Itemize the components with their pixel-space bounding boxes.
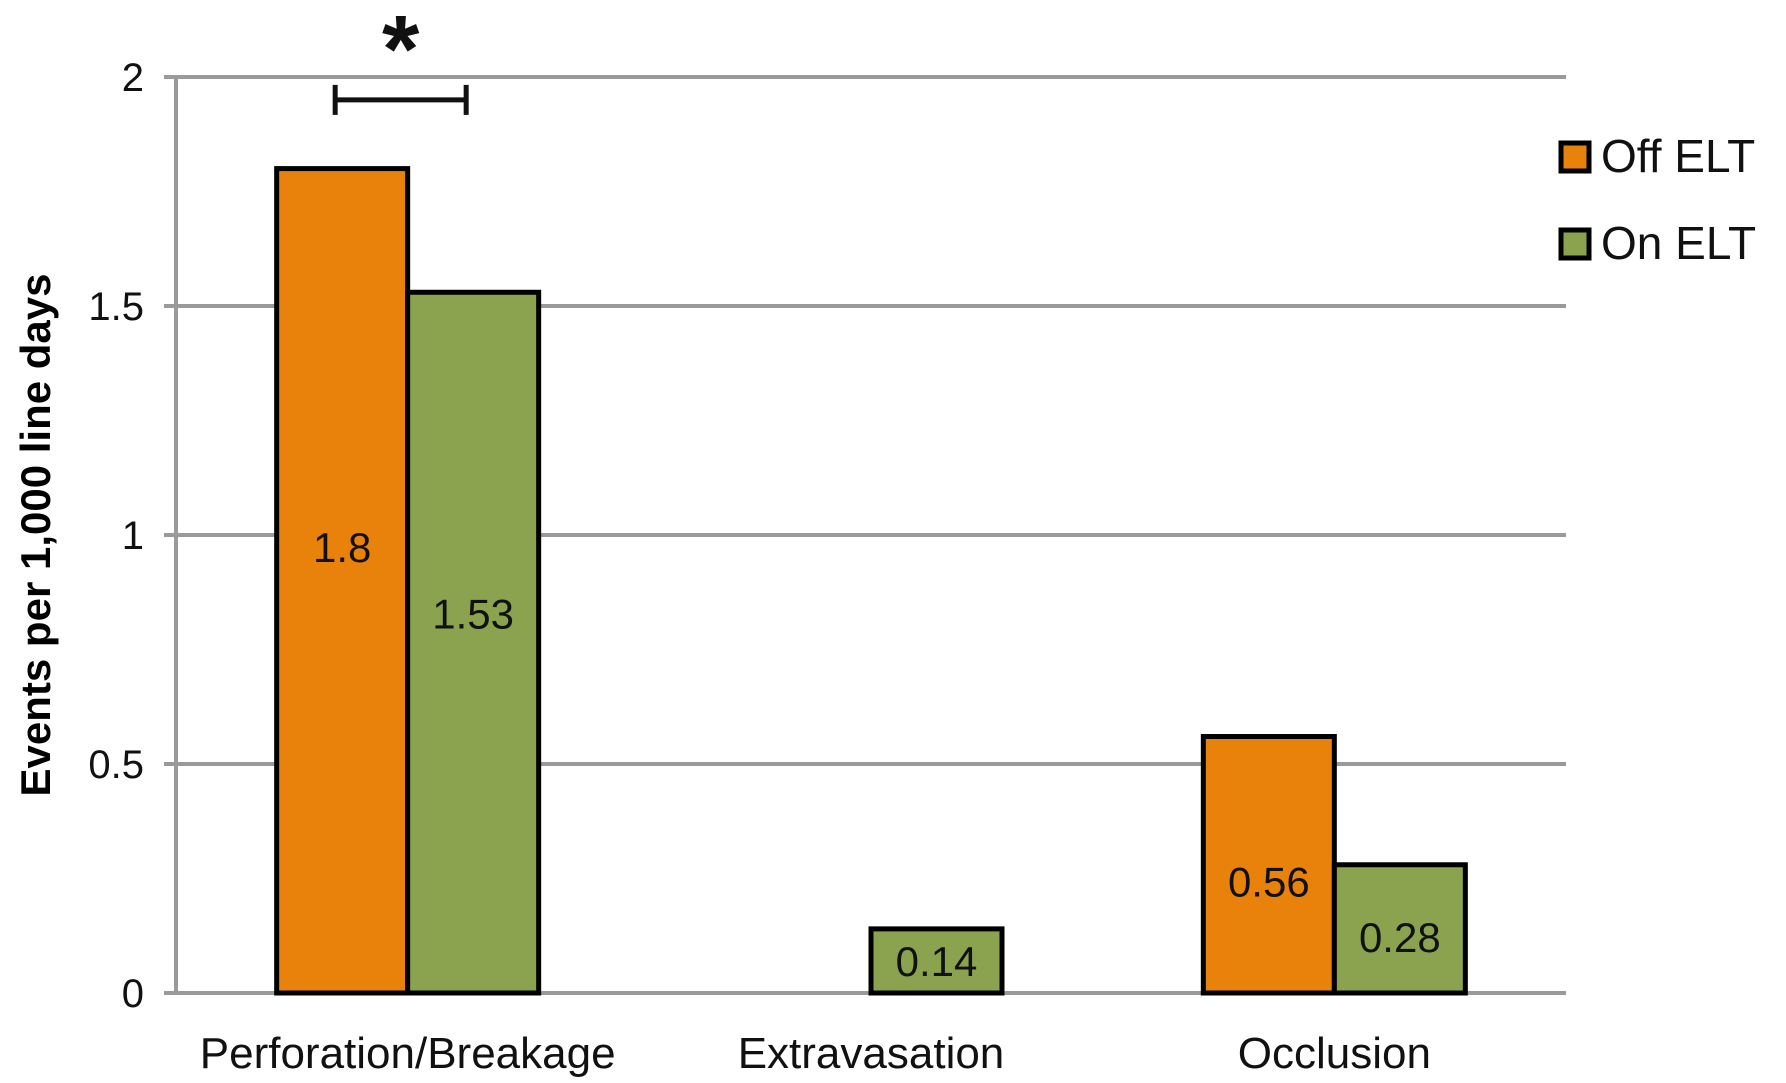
- data-label: 0.28: [1359, 914, 1441, 961]
- legend-label: On ELT: [1601, 217, 1756, 269]
- bar: [274, 166, 411, 996]
- legend-swatch: [1558, 227, 1592, 261]
- y-axis-label: Events per 1,000 line days: [12, 274, 59, 797]
- data-label: 0.56: [1228, 859, 1310, 906]
- y-tick-label: 1.5: [88, 285, 144, 329]
- y-tick-label: 1: [122, 514, 144, 558]
- data-label: 1.8: [313, 524, 371, 571]
- significance-asterisk: *: [382, 0, 420, 103]
- legend-label: Off ELT: [1601, 130, 1755, 182]
- x-category-label: Occlusion: [1238, 1029, 1431, 1078]
- y-tick-label: 0: [122, 972, 144, 1016]
- x-category-label: Extravasation: [738, 1029, 1005, 1078]
- data-label: 0.14: [896, 938, 978, 985]
- legend-swatch: [1558, 140, 1592, 174]
- bar: [1200, 734, 1337, 996]
- data-label: 1.53: [432, 591, 514, 638]
- y-tick-label: 2: [122, 56, 144, 100]
- bar: [405, 289, 542, 996]
- x-category-label: Perforation/Breakage: [200, 1029, 616, 1078]
- bar: [868, 926, 1005, 996]
- bar: [1331, 862, 1468, 996]
- y-tick-label: 0.5: [88, 743, 144, 787]
